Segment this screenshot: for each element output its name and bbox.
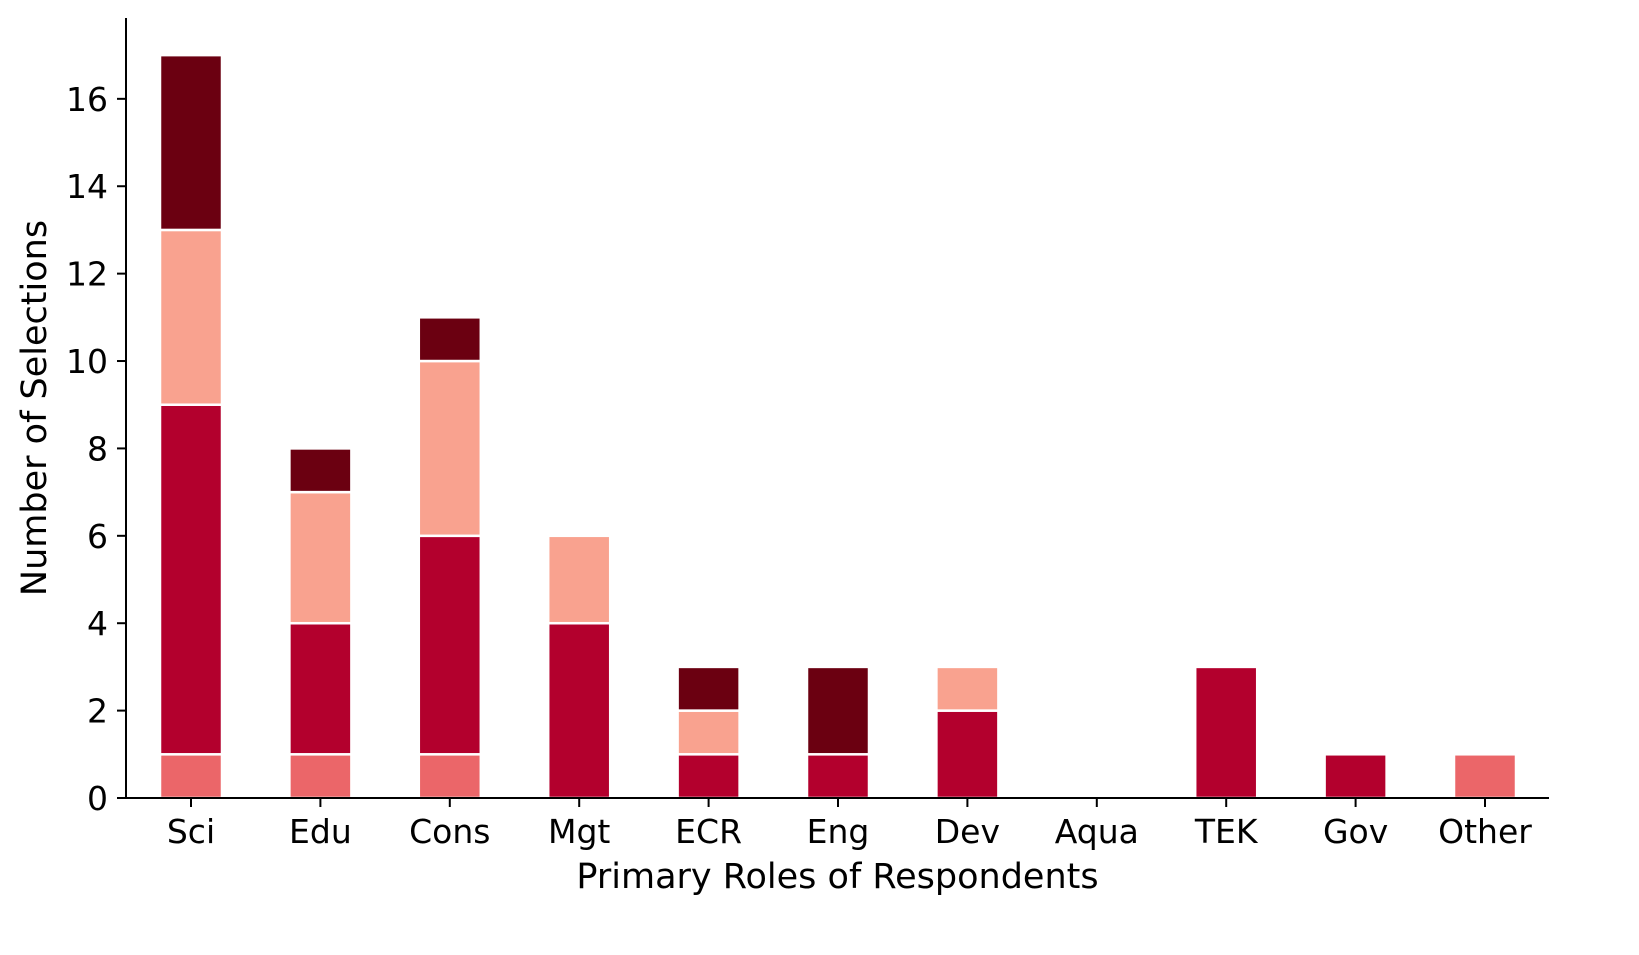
- y-tick-label: 14: [66, 167, 108, 206]
- x-tick-label-tek: TEK: [1194, 812, 1259, 851]
- x-tick-label-gov: Gov: [1323, 812, 1388, 851]
- x-ticks: Sci Edu Cons Mgt ECR Eng Dev Aqua TEK Gov Other: [167, 798, 1532, 851]
- y-ticks: 0 2 4 6 8 10 12 14 16: [66, 80, 126, 818]
- bar-segment-edu-2: [288, 621, 353, 756]
- x-tick-label-ecr: ECR: [675, 812, 742, 851]
- bar-segment-sci-3: [158, 228, 224, 406]
- bar-segment-gov-2: [1323, 753, 1388, 800]
- y-tick-label: 0: [87, 779, 108, 818]
- bar-segment-eng-4: [805, 665, 871, 756]
- x-tick-label-dev: Dev: [935, 812, 1000, 851]
- bar-segment-cons-3: [417, 359, 483, 538]
- x-tick-label-aqua: Aqua: [1055, 812, 1139, 851]
- bars: [158, 53, 1518, 800]
- y-axis-title: Number of Selections: [15, 220, 55, 596]
- bar-segment-sci-2: [158, 403, 224, 756]
- bar-segment-dev-2: [935, 709, 1000, 800]
- bar-segment-other-1: [1452, 753, 1518, 800]
- bar-segment-cons-2: [417, 534, 483, 756]
- y-tick-label: 12: [66, 255, 108, 294]
- x-tick-label-cons: Cons: [409, 812, 490, 851]
- bar-segment-cons-1: [417, 753, 483, 800]
- bar-segment-ecr-3: [676, 709, 741, 756]
- bar-segment-edu-3: [288, 490, 353, 625]
- bar-segment-mgt-3: [546, 534, 612, 625]
- bar-segment-ecr-2: [676, 753, 741, 800]
- bar-segment-cons-4: [417, 316, 483, 363]
- bar-segment-ecr-4: [676, 665, 741, 712]
- bar-segment-eng-2: [805, 753, 871, 800]
- bar-segment-sci-4: [158, 53, 224, 232]
- y-tick-label: 6: [87, 517, 108, 556]
- y-tick-label: 4: [87, 604, 108, 643]
- x-tick-label-mgt: Mgt: [548, 812, 610, 851]
- x-tick-label-other: Other: [1438, 812, 1532, 851]
- x-tick-label-edu: Edu: [289, 812, 352, 851]
- y-tick-label: 16: [66, 80, 108, 119]
- bar-segment-edu-1: [288, 753, 353, 800]
- x-tick-label-sci: Sci: [167, 812, 215, 851]
- y-tick-label: 10: [66, 342, 108, 381]
- y-tick-label: 2: [87, 692, 108, 731]
- bar-segment-sci-1: [158, 753, 224, 800]
- x-tick-label-eng: Eng: [807, 812, 870, 851]
- bar-segment-dev-3: [935, 665, 1000, 712]
- x-axis-title: Primary Roles of Respondents: [576, 857, 1098, 897]
- y-tick-label: 8: [87, 429, 108, 468]
- bar-segment-tek-2: [1193, 665, 1259, 800]
- bar-segment-edu-4: [288, 447, 353, 494]
- bar-segment-mgt-2: [546, 621, 612, 800]
